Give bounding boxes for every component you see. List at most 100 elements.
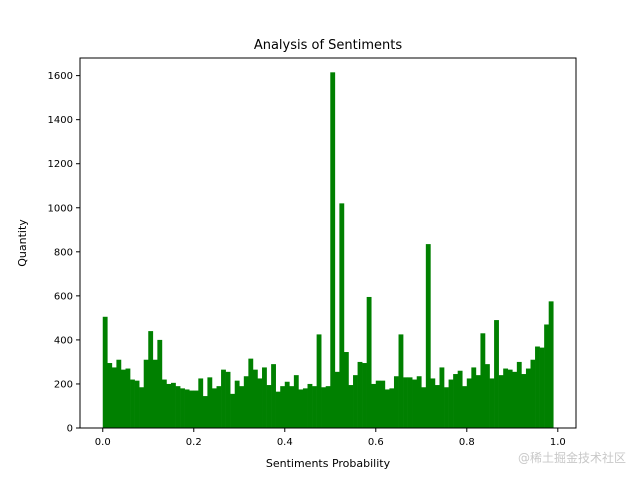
histogram-bar bbox=[416, 376, 422, 428]
histogram-bar bbox=[262, 367, 267, 428]
histogram-bar bbox=[134, 380, 140, 428]
histogram-bar bbox=[102, 316, 108, 428]
plot-frame bbox=[79, 57, 577, 429]
histogram-bar bbox=[516, 361, 522, 428]
histogram-bar bbox=[507, 369, 513, 428]
histogram-bar bbox=[225, 371, 231, 428]
histogram-bar bbox=[503, 368, 509, 428]
histogram-bar bbox=[125, 368, 131, 428]
histogram-bar bbox=[489, 378, 495, 428]
histogram-bar bbox=[466, 378, 472, 428]
histogram-bar bbox=[512, 371, 518, 428]
histogram-bar bbox=[111, 367, 117, 428]
histogram-bar bbox=[407, 377, 413, 428]
histogram-bar bbox=[412, 379, 418, 428]
histogram-bar bbox=[498, 375, 504, 428]
histogram-bar bbox=[380, 380, 386, 428]
histogram-bar bbox=[548, 301, 554, 428]
histogram-bar bbox=[230, 393, 236, 428]
histogram-bar bbox=[321, 387, 327, 428]
histogram-bar bbox=[393, 376, 399, 428]
histogram-bar bbox=[384, 389, 390, 428]
watermark-text: @稀土掘金技术社区 bbox=[517, 451, 626, 465]
histogram-bar bbox=[353, 375, 358, 428]
histogram-bar bbox=[430, 378, 436, 428]
histogram-bar bbox=[330, 72, 336, 428]
histogram-bar bbox=[484, 364, 490, 428]
histogram-bar bbox=[189, 390, 195, 428]
histogram-bar bbox=[535, 346, 540, 428]
histogram-bar bbox=[293, 375, 299, 428]
histogram-bar bbox=[139, 387, 145, 428]
y-tick-label: 1400 bbox=[48, 115, 73, 126]
histogram-bar bbox=[453, 374, 458, 428]
y-tick-label: 200 bbox=[54, 379, 73, 390]
histogram-bar bbox=[525, 368, 531, 428]
x-axis-label: Sentiments Probability bbox=[266, 457, 391, 470]
histogram-bar bbox=[348, 385, 354, 428]
histogram-bar bbox=[298, 389, 304, 428]
histogram-bar bbox=[148, 331, 154, 428]
histogram-bar bbox=[202, 396, 208, 428]
x-tick-label: 0.0 bbox=[95, 437, 111, 448]
x-tick-label: 0.4 bbox=[277, 437, 293, 448]
histogram-bar bbox=[143, 359, 149, 428]
histogram-bar bbox=[193, 390, 199, 428]
histogram-bar bbox=[152, 359, 158, 428]
histogram-bar bbox=[480, 333, 486, 428]
histogram-bar bbox=[444, 387, 449, 428]
histogram-bar bbox=[343, 352, 349, 428]
histogram-bar bbox=[120, 369, 126, 428]
histogram-bar bbox=[439, 367, 445, 428]
histogram-bar bbox=[216, 386, 222, 428]
histogram-bar bbox=[157, 339, 163, 428]
histogram-bar bbox=[366, 296, 372, 428]
histogram-bar bbox=[362, 363, 367, 428]
histogram-bar bbox=[234, 380, 240, 428]
y-axis-label: Quantity bbox=[16, 219, 29, 267]
x-tick-label: 0.8 bbox=[459, 437, 475, 448]
y-tick-label: 400 bbox=[54, 335, 73, 346]
histogram-bar bbox=[257, 378, 263, 428]
histogram-bar bbox=[421, 387, 427, 428]
histogram-bar bbox=[289, 386, 295, 428]
histogram-bar bbox=[284, 381, 290, 428]
histogram-bar bbox=[521, 374, 527, 428]
y-tick-label: 0 bbox=[67, 424, 73, 435]
histogram-bar bbox=[494, 320, 499, 428]
y-tick-label: 1200 bbox=[48, 159, 73, 170]
histogram-bar bbox=[302, 388, 308, 428]
histogram-bar bbox=[334, 371, 340, 428]
y-tick-label: 1000 bbox=[48, 203, 73, 214]
x-tick-label: 0.6 bbox=[368, 437, 384, 448]
histogram-bar bbox=[243, 376, 249, 428]
histogram-bar bbox=[475, 375, 481, 428]
histogram-bar bbox=[221, 369, 226, 428]
y-tick-label: 800 bbox=[54, 247, 73, 258]
x-axis-ticks: 0.0 0.2 0.4 0.6 0.8 1.0 bbox=[95, 428, 566, 448]
histogram-bar bbox=[448, 379, 454, 428]
histogram-bar bbox=[107, 363, 113, 428]
histogram-bar bbox=[398, 334, 404, 428]
histogram-bar bbox=[544, 324, 549, 428]
histogram-bar bbox=[271, 364, 276, 428]
histogram-bar bbox=[248, 358, 254, 429]
x-tick-label: 0.2 bbox=[186, 437, 202, 448]
chart-title: Analysis of Sentiments bbox=[254, 38, 403, 53]
histogram-bar bbox=[325, 386, 331, 428]
histogram-bar bbox=[471, 367, 477, 428]
y-tick-label: 1600 bbox=[48, 71, 73, 82]
histogram-bar bbox=[530, 359, 536, 428]
histogram-bar bbox=[198, 378, 204, 428]
histogram-bar bbox=[211, 388, 217, 428]
histogram-bar bbox=[375, 380, 381, 428]
y-axis-ticks: 0 200 400 600 800 1000 1200 1400 1600 bbox=[48, 71, 80, 435]
histogram-bar bbox=[371, 383, 377, 428]
histogram-bar bbox=[207, 377, 213, 428]
histogram-bar bbox=[457, 370, 463, 428]
y-tick-label: 600 bbox=[54, 291, 73, 302]
histogram-bar bbox=[312, 386, 317, 428]
histogram-bar bbox=[462, 386, 468, 428]
histogram-bar bbox=[357, 361, 363, 428]
